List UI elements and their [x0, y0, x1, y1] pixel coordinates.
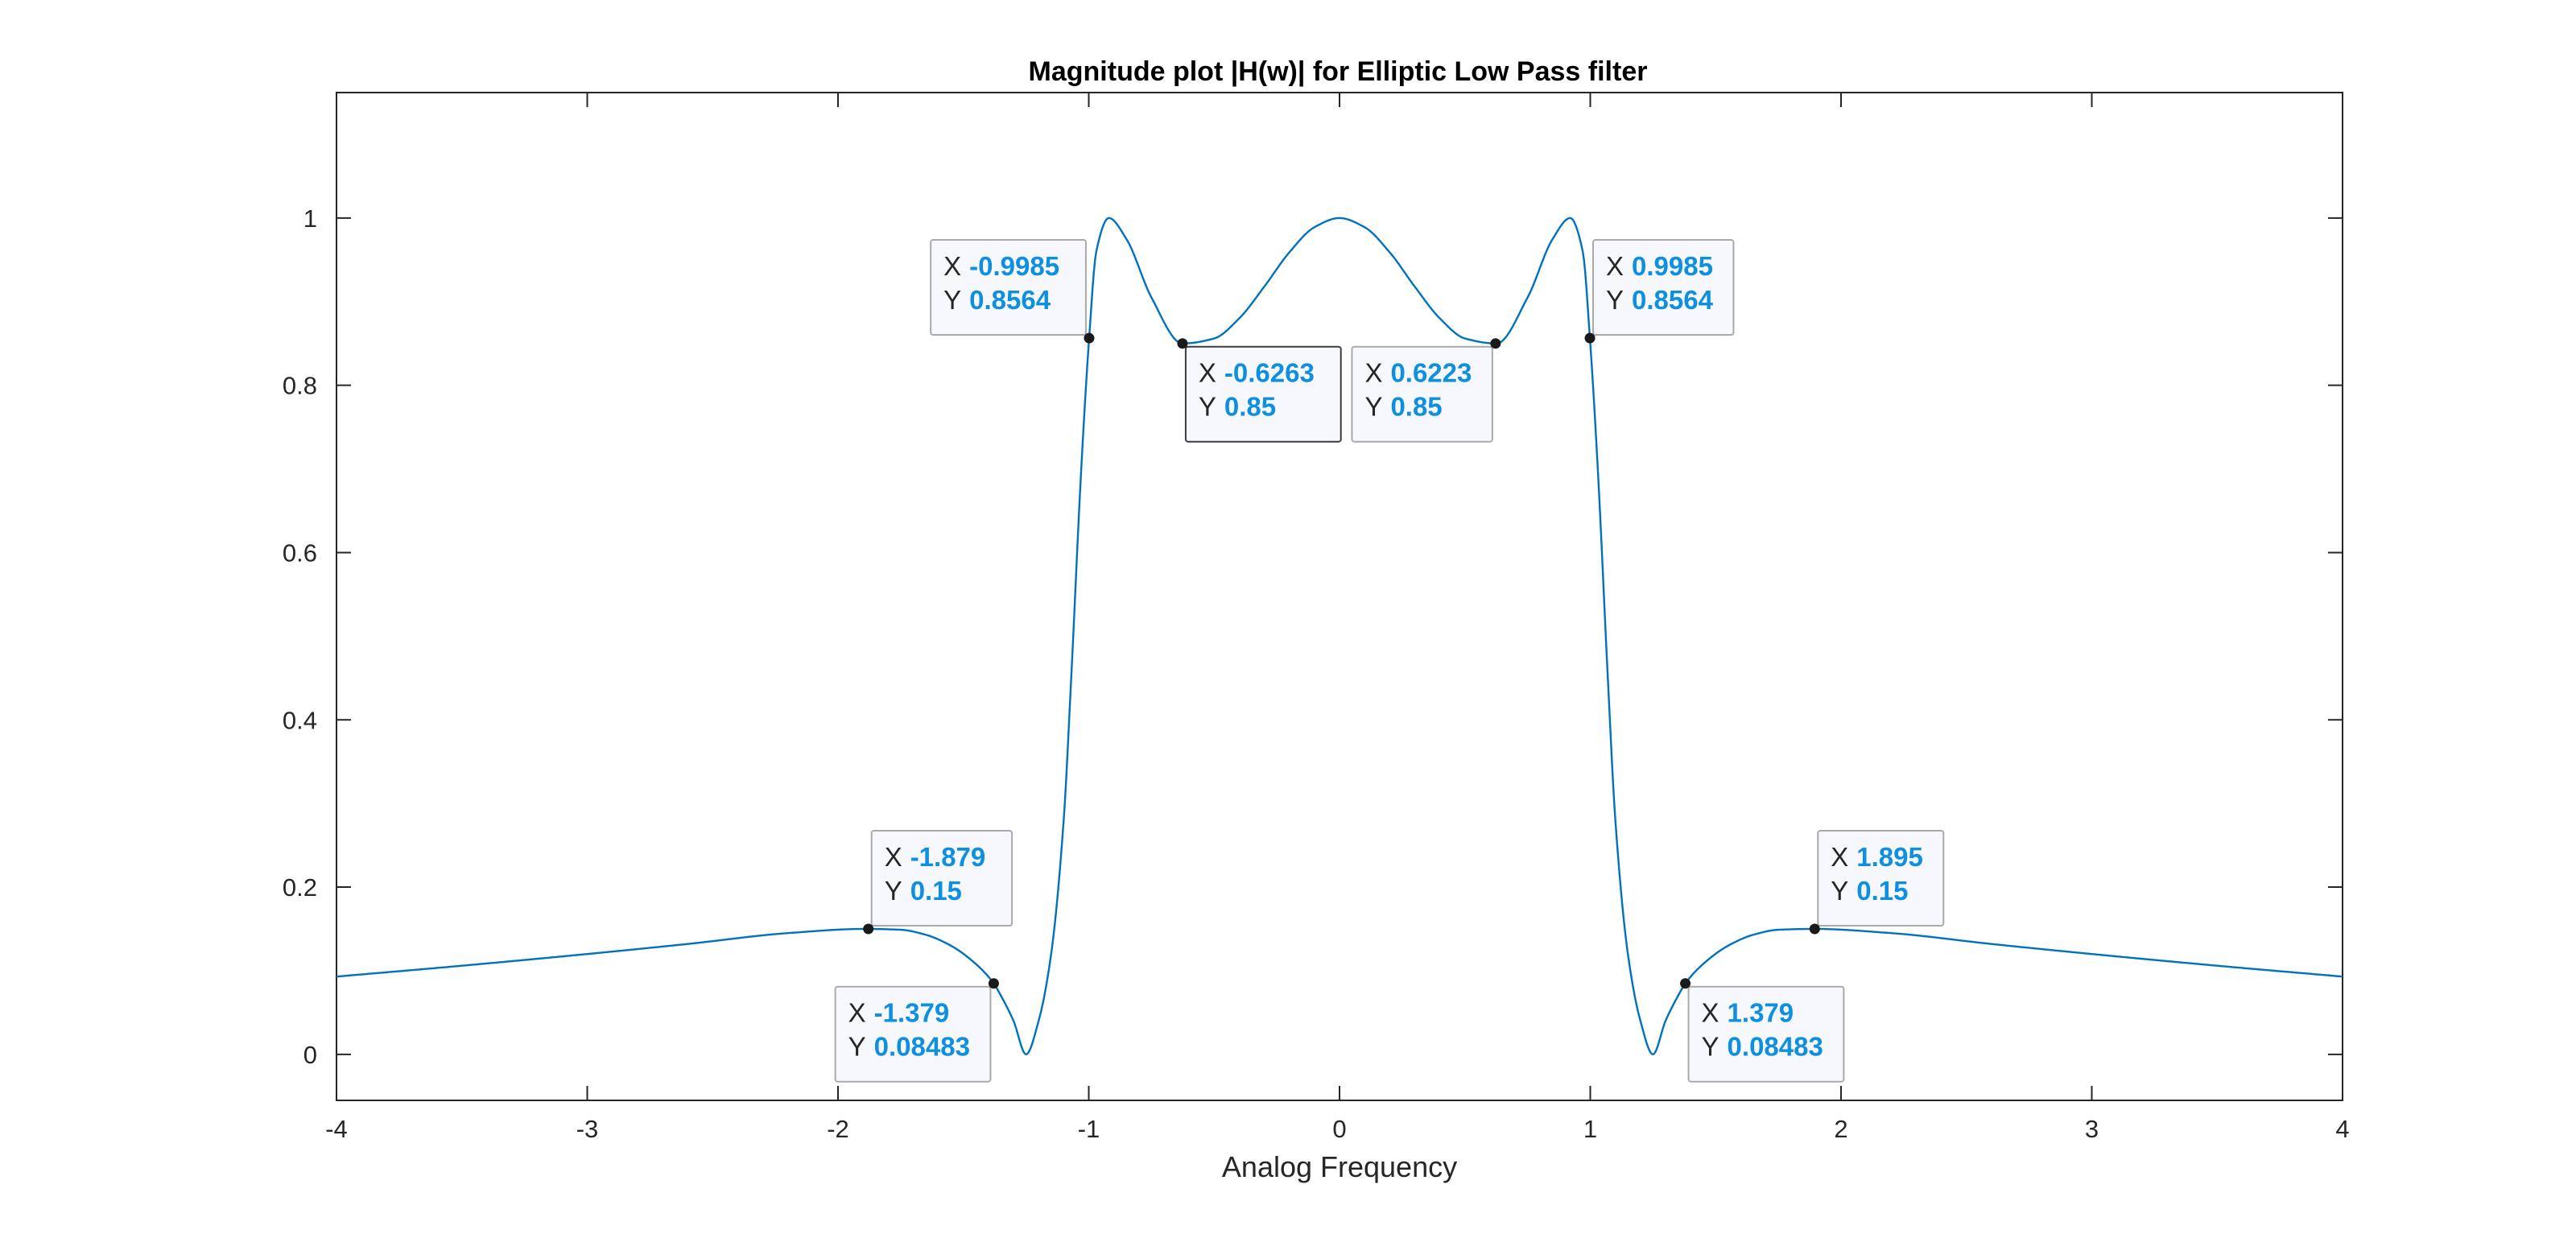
x-tick-label: 3: [2085, 1115, 2099, 1143]
datatip-value: 0.08483: [874, 1032, 970, 1062]
datatip-value: 1.895: [1856, 842, 1923, 872]
datatip-key: X: [1702, 998, 1719, 1028]
y-tick-label: 1: [303, 204, 317, 233]
datatip-value: 0.15: [1856, 876, 1908, 906]
datatip[interactable]: X -0.6263 Y 0.85: [1177, 338, 1342, 443]
datatip-key: X: [1199, 358, 1216, 388]
datatip-box[interactable]: [1592, 239, 1735, 336]
datatip-key: Y: [885, 876, 902, 906]
datatip-marker[interactable]: [1177, 338, 1188, 349]
datatip-key: X: [1831, 842, 1848, 872]
curve-layer: [336, 217, 2343, 1056]
datatip-key: Y: [1702, 1032, 1719, 1062]
datatip-box[interactable]: [930, 239, 1087, 336]
y-tick-label: 0.8: [283, 372, 317, 400]
datatips-layer: X -0.9985 Y 0.8564 X -0.6263 Y 0.85 X 0.6223 Y 0.85…: [834, 239, 1945, 1083]
y-tick-label: 0: [303, 1041, 317, 1069]
datatip[interactable]: X 0.6223 Y 0.85: [1351, 338, 1501, 443]
x-tick-label: -4: [325, 1115, 348, 1143]
datatip-box[interactable]: [870, 830, 1013, 927]
datatip-key: X: [1606, 251, 1624, 281]
datatip-value: 0.6223: [1390, 358, 1472, 388]
datatip-key: Y: [1364, 392, 1382, 422]
datatip[interactable]: X -1.379 Y 0.08483: [834, 978, 999, 1083]
datatip-value: 0.9985: [1632, 251, 1713, 281]
datatip-marker[interactable]: [988, 978, 999, 989]
datatip-value: 0.08483: [1728, 1032, 1823, 1062]
x-tick-label: 1: [1583, 1115, 1597, 1143]
datatip-key: X: [1364, 358, 1382, 388]
datatip[interactable]: X -1.879 Y 0.15: [863, 830, 1013, 935]
datatip-marker[interactable]: [1680, 978, 1691, 989]
datatip-key: Y: [1831, 876, 1848, 906]
datatip-box[interactable]: [1817, 830, 1945, 927]
datatip[interactable]: X 1.379 Y 0.08483: [1680, 978, 1845, 1083]
datatip-value: 1.379: [1728, 998, 1794, 1028]
datatip-value: 0.85: [1390, 392, 1442, 422]
datatip-value: 0.15: [910, 876, 962, 906]
datatip-box[interactable]: [834, 985, 992, 1083]
datatip-value: -1.379: [874, 998, 950, 1028]
x-tick-label: 2: [1834, 1115, 1847, 1143]
datatip-value: 0.8564: [969, 285, 1051, 315]
datatip-key: X: [943, 251, 961, 281]
datatip-key: Y: [943, 285, 961, 315]
datatip-value: 0.8564: [1632, 285, 1714, 315]
datatip-key: X: [885, 842, 902, 872]
x-axis-label: Analog Frequency: [1222, 1150, 1457, 1183]
y-tick-label: 0.2: [283, 873, 317, 902]
datatip-value: -0.6263: [1224, 358, 1315, 388]
datatip[interactable]: X 0.9985 Y 0.8564: [1584, 239, 1735, 344]
chart-title: Magnitude plot |H(w)| for Elliptic Low P…: [1029, 56, 1648, 87]
datatip-marker[interactable]: [1584, 332, 1596, 344]
datatip-key: X: [848, 998, 866, 1028]
datatip-box[interactable]: [1687, 985, 1845, 1083]
x-tick-label: -2: [827, 1115, 849, 1143]
datatip[interactable]: X -0.9985 Y 0.8564: [930, 239, 1095, 344]
datatip-marker[interactable]: [863, 923, 874, 935]
datatip-box[interactable]: [1351, 345, 1493, 443]
datatip-marker[interactable]: [1490, 338, 1501, 349]
datatip-marker[interactable]: [1084, 332, 1095, 344]
axis-ticks: -4 -3 -2 -1 0 1 2 3 4 0 0.2 0.4 0.6 0.8 1: [283, 93, 2350, 1143]
x-tick-label: 0: [1332, 1115, 1346, 1143]
datatip-key: Y: [1199, 392, 1216, 422]
datatip-value: -0.9985: [969, 251, 1059, 281]
datatip-value: -1.879: [910, 842, 986, 872]
y-tick-label: 0.4: [283, 706, 317, 734]
datatip-value: 0.85: [1224, 392, 1276, 422]
x-tick-label: -1: [1078, 1115, 1100, 1143]
y-tick-label: 0.6: [283, 539, 317, 567]
magnitude-response-line[interactable]: [336, 217, 2343, 1056]
datatip[interactable]: X 1.895 Y 0.15: [1809, 830, 1945, 935]
datatip-key: Y: [1606, 285, 1624, 315]
x-tick-label: -3: [576, 1115, 599, 1143]
datatip-marker[interactable]: [1809, 923, 1820, 935]
datatip-box[interactable]: [1184, 345, 1342, 443]
x-tick-label: 4: [2335, 1115, 2349, 1143]
datatip-key: Y: [848, 1032, 866, 1062]
